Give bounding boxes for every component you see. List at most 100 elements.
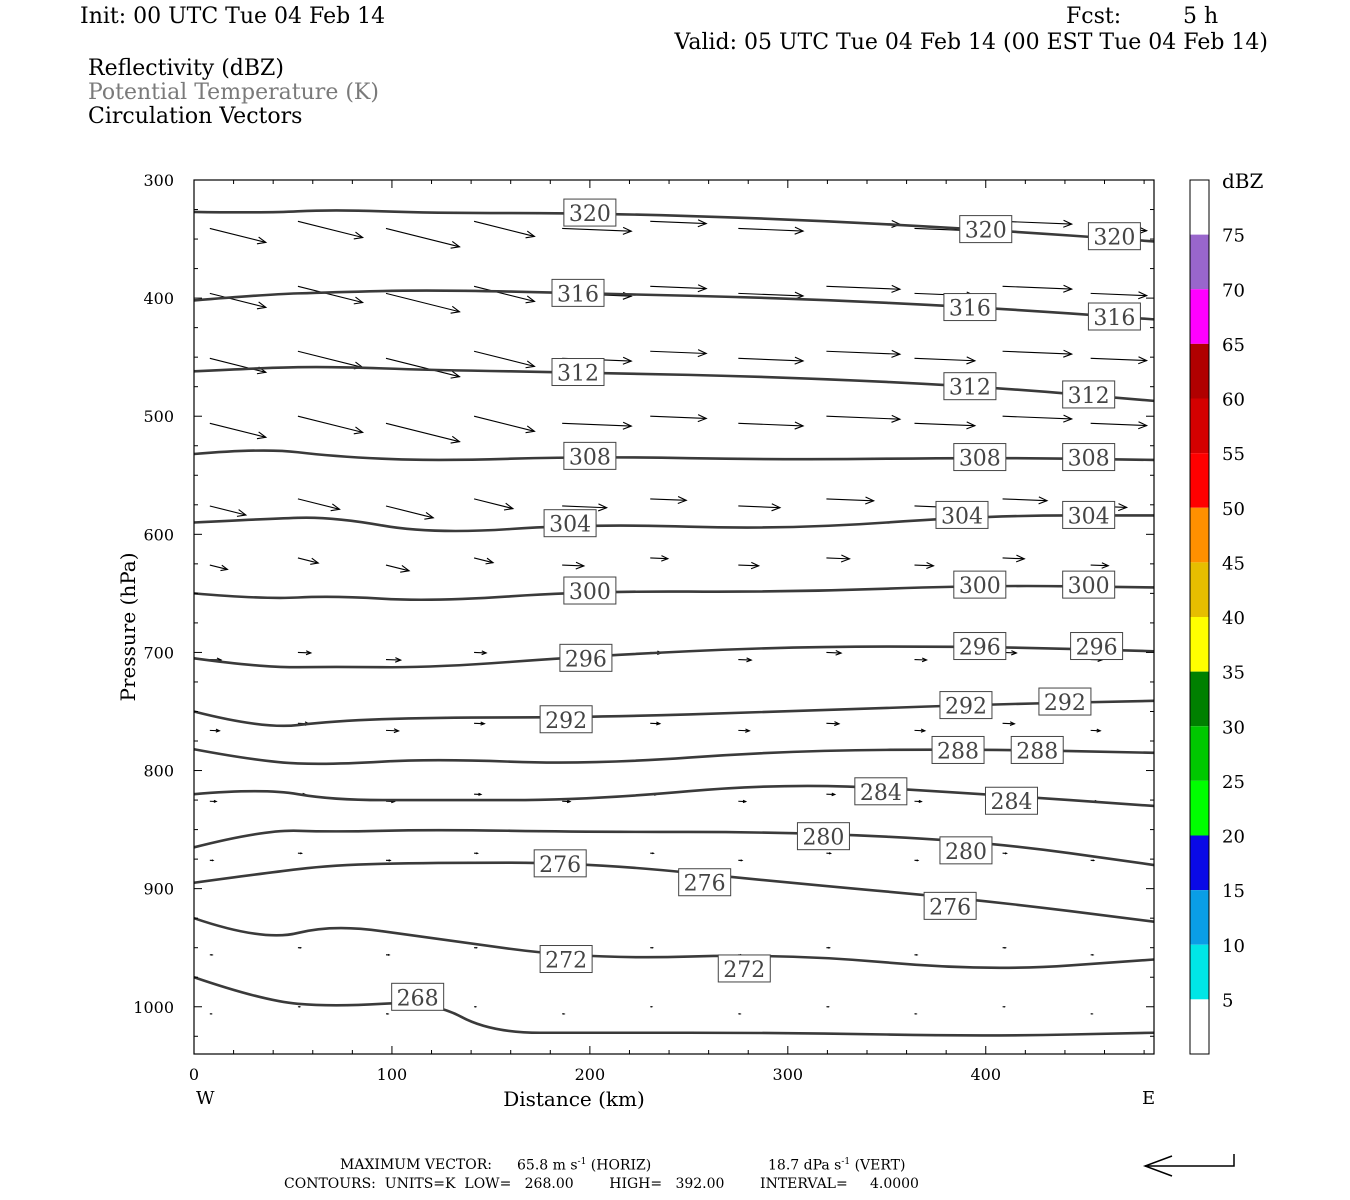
vector-arrow [473,350,535,367]
y-tick-label: 900 [143,880,174,899]
vector-arrowhead [746,657,753,663]
colorbar-tick-label: 60 [1222,390,1245,411]
vector-arrow [650,557,668,560]
field-potential-temperature: Potential Temperature (K) [88,80,379,105]
contour-label-box [717,954,771,983]
vector-arrowhead [697,414,708,423]
contour-label: 292 [945,695,987,720]
colorbar-bin [1190,453,1209,508]
contour-label-box [1038,687,1092,716]
contour-label: 284 [860,781,902,806]
vector-arrow [1090,357,1147,362]
vector-arrowhead [918,799,923,804]
vector-arrowhead [450,240,461,249]
vector-arrowhead [1011,650,1018,656]
contour-line-308 [193,449,1155,462]
field-reflectivity: Reflectivity (dBZ) [88,56,284,81]
vector-arrow [297,651,311,654]
colorbar-tick-label: 10 [1222,936,1245,957]
max-vector-label: MAXIMUM VECTOR: [340,1157,492,1173]
contour-label: 300 [959,574,1001,599]
vector-arrow [385,422,460,443]
vector-arrow [738,505,780,509]
contour-label-box [1070,632,1124,661]
contour-label-box [391,982,445,1011]
vector-arrowhead [424,511,435,520]
vector-arrowhead [794,226,805,235]
vector-arrowhead [1096,728,1102,733]
y-tick-label: 400 [143,289,174,308]
vector-arrowhead [865,496,876,505]
vector-arrow [385,227,460,248]
vector-arrow [826,285,900,290]
colorbar-bin [1190,835,1209,891]
vector-arrowhead [1015,554,1026,563]
colorbar-bin [1190,726,1209,781]
vector-arrowhead [256,236,268,245]
vector-arrowhead [220,564,229,572]
vector-arrowhead [828,852,833,855]
colorbar-tick-label: 25 [1222,772,1245,793]
vector-arrow [297,415,363,433]
contour-label: 288 [937,739,979,764]
vector-arrow [826,722,840,725]
plot-axes: 300 400 500 600 700 800 900 1000 0 100 200 300 400 W E… [116,171,1155,1111]
contour-label: 292 [545,709,587,734]
contour-label: 300 [569,580,611,605]
vector-arrowhead [920,728,927,733]
colorbar-bin [1190,234,1209,290]
vector-arrow [385,505,434,519]
contour-label-box [563,441,617,470]
vector-arrowhead [1138,356,1149,365]
y-tick-label: 500 [143,407,174,426]
vector-arrowhead [1118,503,1129,512]
vector-arrowhead [921,657,928,663]
vector-arrow [297,285,363,304]
contour-line-312 [193,365,1155,403]
contour-label: 312 [949,376,991,401]
vector-arrow [209,505,246,516]
dbz-colorbar: 5 10 15 20 25 30 35 40 45 50 55 60 65 70 75 dBZ [1189,169,1264,1055]
contour-label-box [1062,570,1116,599]
vector-arrow [385,357,460,378]
contour-label: 316 [949,297,991,322]
contour-label-box [959,215,1013,244]
x-axis-label: Distance (km) [503,1087,645,1111]
contour-label: 308 [1068,447,1110,472]
vector-arrowhead [481,650,488,656]
vector-arrow [473,220,535,237]
reference-vector-line [1145,1154,1235,1167]
vector-arrowhead [525,295,536,304]
vector-arrow [1002,220,1072,225]
vector-arrowhead [395,657,403,663]
vector-arrow [562,422,632,427]
vector-arrowhead [1009,721,1016,726]
vector-arrowhead [450,370,461,379]
vector-arrowhead [330,503,341,512]
max-vector-vert: 18.7 dPa s-1 (VERT) [768,1157,906,1174]
vector-arrowhead [575,561,586,570]
vector-arrowhead [387,953,391,956]
contour-line-280 [193,828,1155,867]
vector-arrowhead [835,650,843,656]
contour-label: 296 [565,647,607,672]
vector-arrowhead [310,557,320,565]
colorbar-bin [1190,180,1209,235]
contour-label-box [796,822,850,851]
contour-line-300 [193,584,1155,602]
vector-arrowhead [1004,946,1007,949]
vector-arrowhead [485,557,495,565]
vector-arrowhead [300,852,304,855]
contour-label: 276 [539,853,581,878]
contour-label-box [953,570,1007,599]
colorbar-bin [1190,398,1209,454]
contour-info: CONTOURS: UNITS=K LOW= 268.00 HIGH= 392.… [284,1176,919,1192]
vector-arrowhead [828,946,831,949]
vector-arrowhead [840,554,851,563]
contour-label-box [923,891,977,920]
vector-arrowhead [926,562,935,569]
vector-arrowhead [966,421,977,430]
vector-arrowhead [478,792,483,796]
vector-arrowhead [450,435,461,444]
contour-label: 284 [990,790,1032,815]
